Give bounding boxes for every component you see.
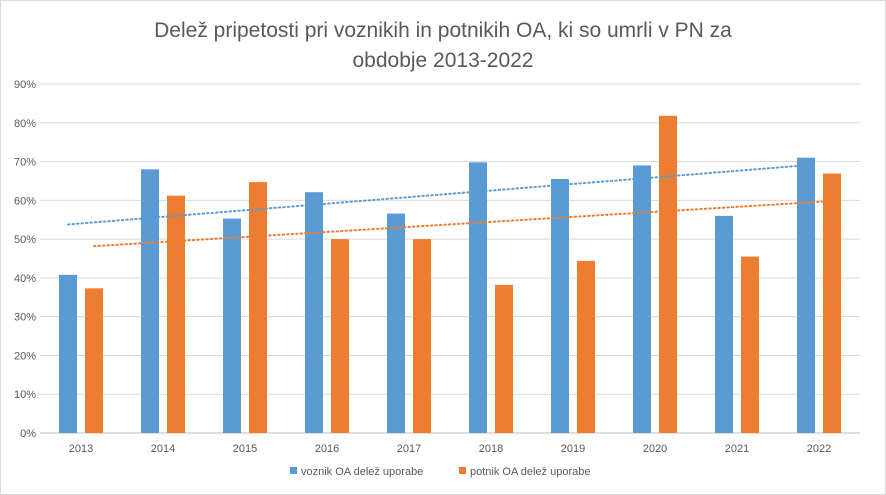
bar-potnik-2016 bbox=[331, 239, 349, 433]
bar-potnik-2019 bbox=[577, 260, 595, 433]
legend-swatch-voznik bbox=[290, 467, 297, 474]
bar-voznik-2016 bbox=[305, 192, 323, 433]
trendline-potnik bbox=[93, 200, 833, 248]
x-tick-label: 2013 bbox=[69, 443, 93, 455]
y-tick-label: 60% bbox=[14, 195, 36, 207]
y-tick-label: 40% bbox=[14, 273, 36, 285]
bar-potnik-2013 bbox=[85, 288, 103, 433]
trendline-voznik bbox=[67, 164, 807, 226]
x-tick-label: 2022 bbox=[807, 443, 831, 455]
bar-voznik-2017 bbox=[387, 213, 405, 433]
y-tick-label: 30% bbox=[14, 312, 36, 324]
legend-label-voznik: voznik OA delež uporabe bbox=[301, 466, 423, 478]
bars bbox=[59, 115, 841, 434]
x-tick-label: 2021 bbox=[725, 443, 749, 455]
y-tick-label: 10% bbox=[14, 389, 36, 401]
y-tick-label: 90% bbox=[14, 79, 36, 91]
bar-voznik-2013 bbox=[59, 274, 77, 433]
y-tick-label: 70% bbox=[14, 157, 36, 169]
bar-potnik-2014 bbox=[167, 195, 185, 433]
y-axis: 0% 10% 20% 30% 40% 50% 60% 70% 80% 90% bbox=[14, 79, 36, 440]
legend-label-potnik: potnik OA delež uporabe bbox=[470, 466, 590, 478]
y-tick-label: 80% bbox=[14, 118, 36, 130]
chart-title-line-2: obdobje 2013-2022 bbox=[352, 49, 533, 72]
bar-voznik-2020 bbox=[633, 165, 651, 433]
x-tick-label: 2014 bbox=[151, 443, 175, 455]
y-tick-label: 0% bbox=[20, 428, 36, 440]
bar-potnik-2017 bbox=[413, 239, 431, 433]
chart-title-line-1: Delež pripetosti pri voznikih in potniki… bbox=[154, 19, 732, 42]
x-tick-label: 2019 bbox=[561, 443, 585, 455]
bar-voznik-2015 bbox=[223, 218, 241, 433]
bar-potnik-2021 bbox=[741, 256, 759, 433]
bar-potnik-2022 bbox=[823, 173, 841, 433]
x-tick-label: 2015 bbox=[233, 443, 257, 455]
x-tick-label: 2018 bbox=[479, 443, 503, 455]
bar-voznik-2022 bbox=[797, 157, 815, 433]
trendlines bbox=[67, 164, 833, 248]
x-axis: 2013 2014 2015 2016 2017 2018 2019 2020 2021 2022 bbox=[69, 443, 831, 455]
legend: voznik OA delež uporabe potnik OA delež u… bbox=[290, 466, 590, 478]
x-tick-label: 2016 bbox=[315, 443, 339, 455]
y-tick-label: 20% bbox=[14, 350, 36, 362]
x-tick-label: 2017 bbox=[397, 443, 421, 455]
y-tick-label: 50% bbox=[14, 234, 36, 246]
x-tick-label: 2020 bbox=[643, 443, 667, 455]
bar-potnik-2020 bbox=[659, 115, 677, 433]
bar-potnik-2015 bbox=[249, 182, 267, 433]
bar-voznik-2018 bbox=[469, 162, 487, 433]
bar-voznik-2014 bbox=[141, 169, 159, 434]
legend-swatch-potnik bbox=[459, 467, 466, 474]
gridlines bbox=[40, 83, 860, 434]
bar-potnik-2018 bbox=[495, 284, 513, 433]
bar-voznik-2019 bbox=[551, 179, 569, 433]
bar-voznik-2021 bbox=[715, 215, 733, 433]
